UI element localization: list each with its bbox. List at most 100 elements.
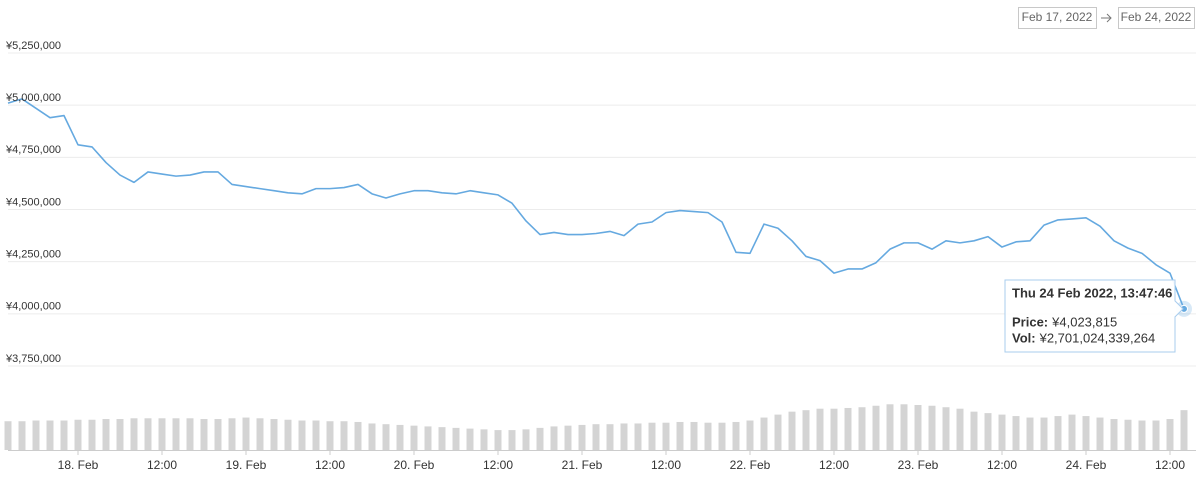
x-tick-label: 12:00 <box>1155 458 1185 472</box>
volume-bar <box>368 423 376 450</box>
volume-bar <box>144 418 152 450</box>
volume-bar <box>984 413 992 450</box>
volume-bar <box>1180 410 1188 450</box>
volume-bar <box>1152 420 1160 450</box>
volume-bar <box>648 422 656 450</box>
volume-bar <box>270 419 278 450</box>
x-tick-label: 22. Feb <box>730 458 771 472</box>
volume-bar <box>326 421 334 450</box>
volume-bar <box>1068 414 1076 450</box>
volume-bar <box>396 424 404 450</box>
y-tick-label: ¥5,250,000 <box>5 40 61 52</box>
volume-bar <box>1026 417 1034 450</box>
volume-bar <box>578 424 586 450</box>
x-tick-label: 12:00 <box>651 458 681 472</box>
volume-bar <box>340 421 348 450</box>
volume-bar <box>718 422 726 450</box>
date-range-start[interactable]: Feb 17, 2022 <box>1022 10 1093 24</box>
date-range-start-box[interactable] <box>1018 7 1097 29</box>
volume-bar <box>1166 419 1174 450</box>
volume-bar <box>466 428 474 450</box>
volume-bar <box>494 430 502 450</box>
volume-bar <box>438 427 446 450</box>
volume-bar <box>732 421 740 450</box>
volume-bar <box>88 419 96 450</box>
volume-bar <box>1040 417 1048 450</box>
volume-bar <box>214 419 222 450</box>
volume-bar <box>746 420 754 450</box>
tooltip-price-label: Price: <box>1012 314 1048 329</box>
volume-bar <box>102 419 110 450</box>
tooltip-price: ¥4,023,815 <box>1051 314 1117 329</box>
x-tick-label: 23. Feb <box>898 458 939 472</box>
volume-bar <box>620 423 628 450</box>
y-tick-label: ¥4,500,000 <box>5 196 61 208</box>
volume-bar <box>130 418 138 450</box>
volume-bar <box>942 407 950 450</box>
volume-bar <box>256 418 264 450</box>
price-line <box>7 98 1185 310</box>
date-range-end-box[interactable] <box>1118 7 1195 29</box>
x-tick-label: 12:00 <box>483 458 513 472</box>
volume-bar <box>900 404 908 450</box>
volume-bar <box>886 404 894 450</box>
volume-bar <box>956 408 964 450</box>
y-tick-label: ¥4,750,000 <box>5 144 61 156</box>
volume-bar <box>242 417 250 450</box>
volume-bar <box>46 420 54 450</box>
tooltip-vol: ¥2,701,024,339,264 <box>1039 330 1156 345</box>
volume-bar <box>158 418 166 450</box>
x-tick-label: 12:00 <box>315 458 345 472</box>
volume-bar <box>592 424 600 450</box>
volume-bar <box>844 407 852 450</box>
tooltip-date: Thu 24 Feb 2022, 13:47:46 <box>1012 285 1172 300</box>
volume-bar <box>802 410 810 450</box>
y-tick-label: ¥5,000,000 <box>5 92 61 104</box>
volume-bar <box>1110 419 1118 450</box>
volume-bar <box>508 430 516 450</box>
x-tick-label: 18. Feb <box>58 458 99 472</box>
volume-bar <box>1138 420 1146 450</box>
volume-bar <box>914 405 922 450</box>
volume-bar <box>522 429 530 450</box>
tooltip-box <box>1004 279 1184 353</box>
volume-bar <box>788 411 796 450</box>
x-tick-label: 12:00 <box>987 458 1017 472</box>
volume-bar <box>704 422 712 450</box>
volume-bar <box>18 421 26 450</box>
volume-bar <box>480 429 488 450</box>
date-range-end[interactable]: Feb 24, 2022 <box>1121 10 1192 24</box>
volume-bar <box>872 405 880 450</box>
volume-bar <box>1012 416 1020 450</box>
y-tick-label: ¥3,750,000 <box>5 353 61 365</box>
volume-bar <box>382 424 390 450</box>
volume-bar <box>998 414 1006 450</box>
y-tick-label: ¥4,250,000 <box>5 249 61 261</box>
volume-bar <box>4 421 12 450</box>
volume-bar <box>1096 417 1104 450</box>
volume-bar <box>228 418 236 450</box>
volume-bar <box>816 408 824 450</box>
volume-bar <box>200 419 208 450</box>
volume-bar <box>550 426 558 450</box>
volume-bar <box>354 421 362 450</box>
volume-bar <box>1124 419 1132 450</box>
volume-bar <box>186 418 194 450</box>
volume-bar <box>74 419 82 450</box>
volume-bar <box>452 427 460 450</box>
x-tick-label: 12:00 <box>819 458 849 472</box>
volume-bar <box>970 411 978 450</box>
volume-bar <box>536 427 544 450</box>
volume-bar <box>928 405 936 450</box>
volume-bar <box>1082 416 1090 450</box>
volume-bar <box>1054 416 1062 450</box>
volume-bar <box>298 420 306 450</box>
volume-bar <box>312 420 320 450</box>
volume-bar <box>564 425 572 450</box>
volume-bar <box>676 421 684 450</box>
volume-bar <box>284 419 292 450</box>
volume-bar <box>32 420 40 450</box>
x-tick-label: 20. Feb <box>394 458 435 472</box>
volume-bar <box>410 425 418 450</box>
